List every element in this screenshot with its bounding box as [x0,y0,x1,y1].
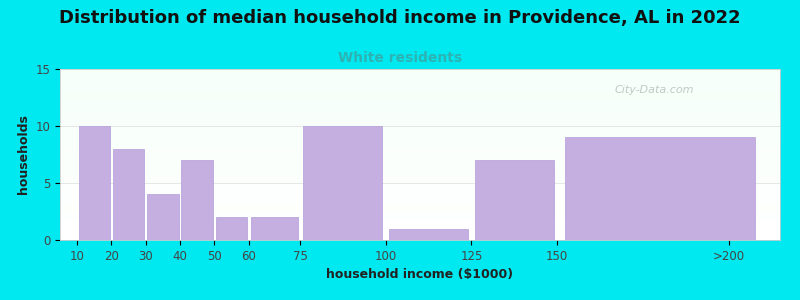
Bar [78,126,110,240]
Bar [250,217,298,240]
Bar [182,160,213,240]
Bar [566,137,754,240]
Bar [113,149,144,240]
X-axis label: household income ($1000): household income ($1000) [326,268,514,281]
Bar [303,126,382,240]
Y-axis label: households: households [17,115,30,194]
Text: White residents: White residents [338,51,462,65]
Text: City-Data.com: City-Data.com [614,85,694,94]
Bar [216,217,247,240]
Bar [475,160,554,240]
Bar [389,229,468,240]
Bar [147,194,178,240]
Text: Distribution of median household income in Providence, AL in 2022: Distribution of median household income … [59,9,741,27]
